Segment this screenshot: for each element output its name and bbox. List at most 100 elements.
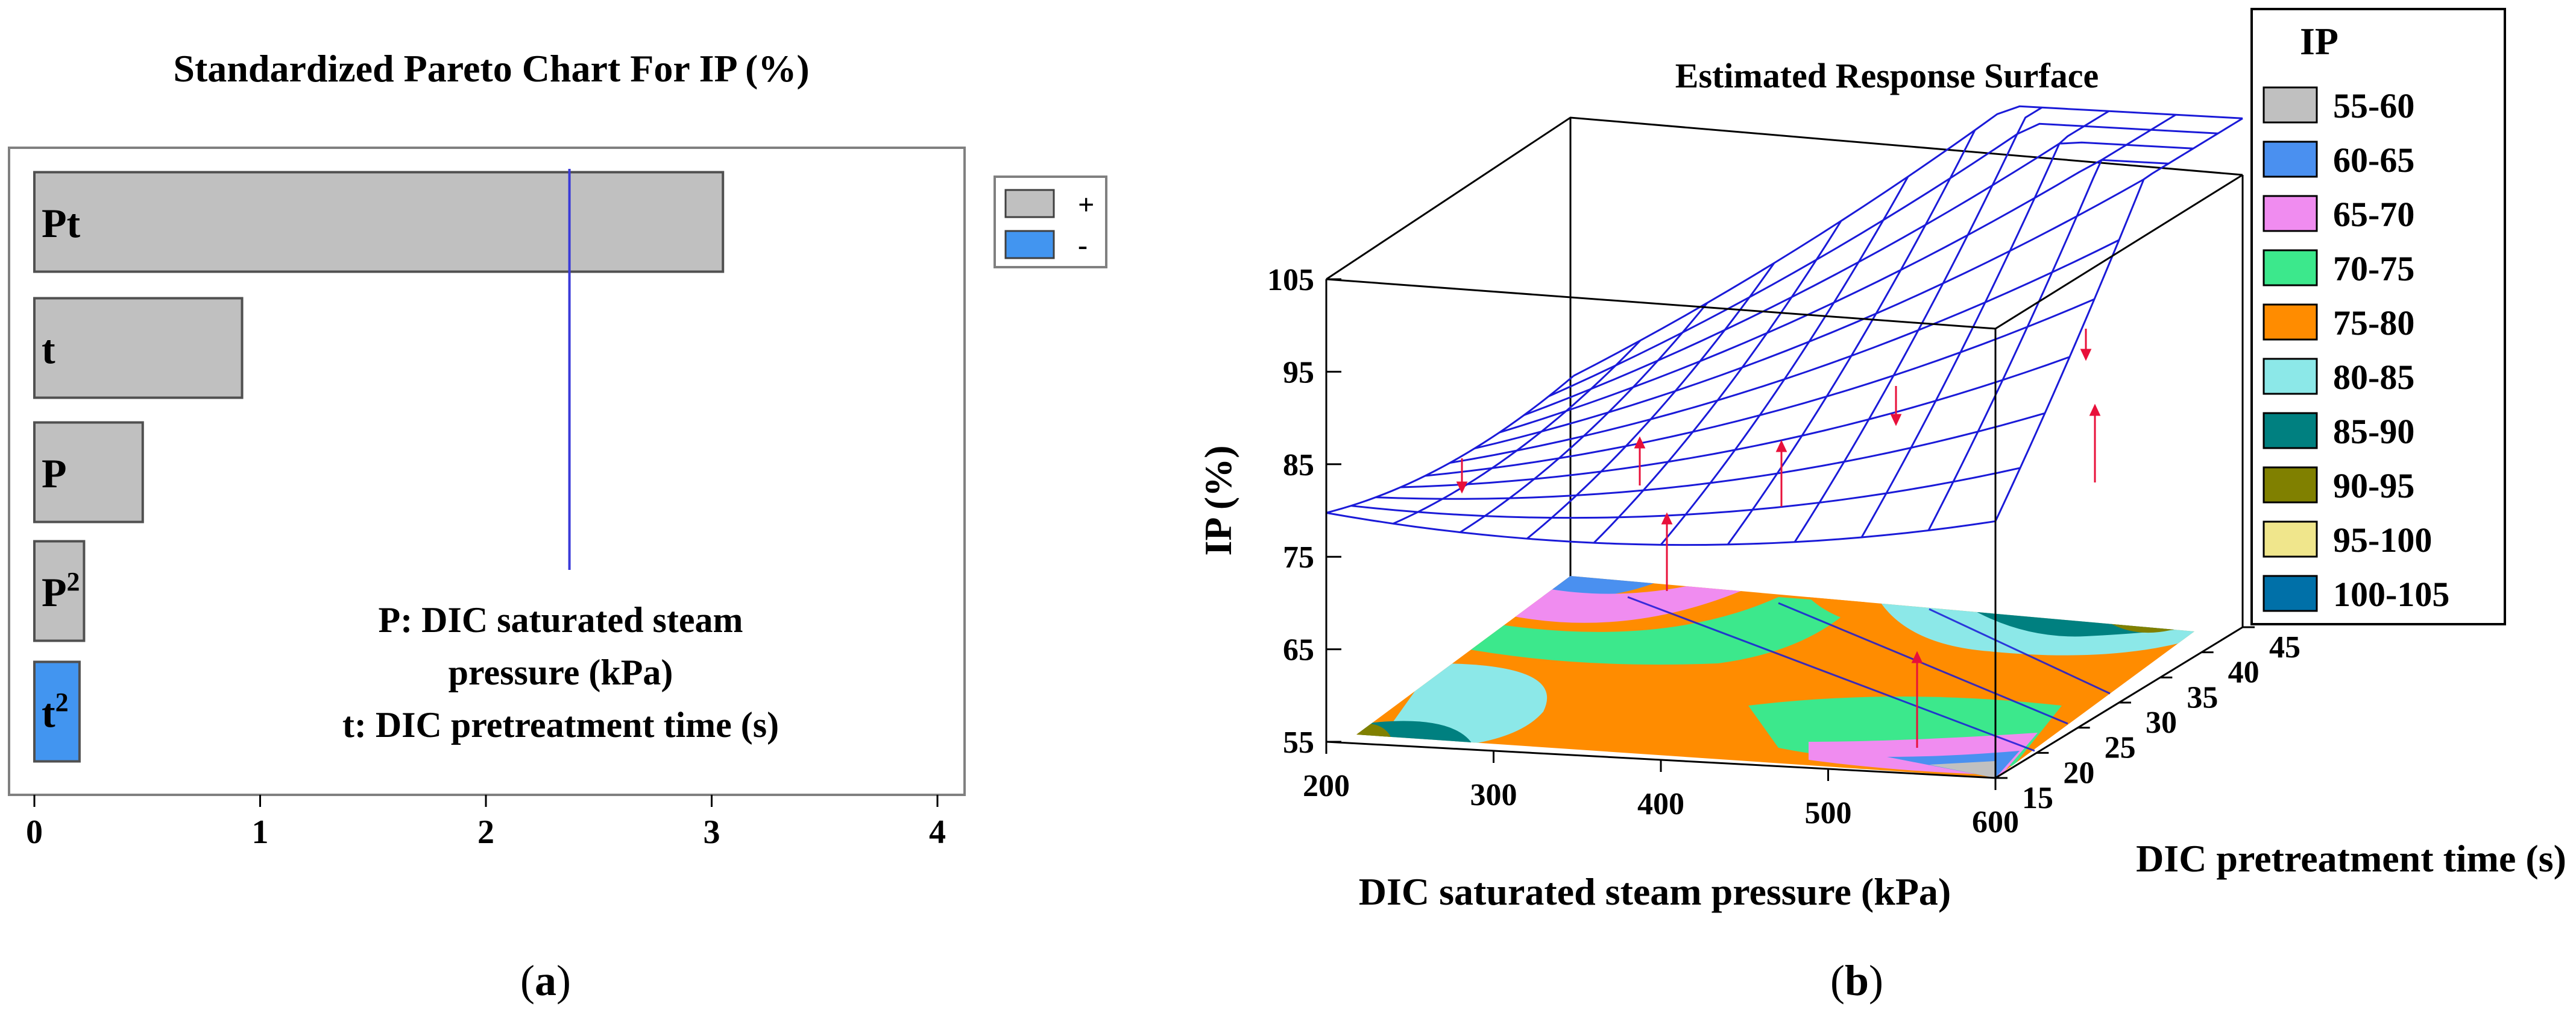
bar-label-2: t	[42, 326, 55, 372]
surface-legend-items: 55-60 60-65 65-70 70-75 75-80 80-85 85-90 90-95…	[2263, 86, 2449, 614]
obs-6	[2089, 403, 2101, 482]
bar-label-4: P2	[42, 567, 80, 615]
z-tick-label-105: 105	[1267, 263, 1314, 297]
pareto-chart: Standardized Pareto Chart For IP (%) Ptt…	[8, 47, 1107, 1005]
wire-u-9	[1927, 114, 2176, 531]
wire-v-8	[1523, 141, 2194, 416]
wire-v-0	[1326, 511, 1996, 546]
bar-label-base-4: P	[42, 569, 67, 615]
response-surface-chart: Estimated Response Surface	[1197, 8, 2566, 1005]
pareto-title: Standardized Pareto Chart For IP (%)	[173, 47, 809, 90]
wire-u-10	[1994, 118, 2243, 522]
bar-label-superscript-5: 2	[55, 688, 69, 717]
legend-label-95-100: 95-100	[2333, 520, 2432, 560]
x-tick-label-200: 200	[1303, 769, 1350, 803]
z-tick-label-85: 85	[1283, 448, 1314, 482]
legend-label-90-95: 90-95	[2333, 466, 2414, 505]
bar-label-base-1: Pt	[42, 200, 81, 246]
x-axis: 200 300 400 500 600	[1303, 742, 2019, 839]
surface-legend: IP 55-60 60-65 65-70 70-75 75-80 80-85 85-90 90…	[2250, 8, 2506, 625]
legend-swatch-positive	[1004, 189, 1055, 218]
legend-swatch-95-100	[2263, 520, 2318, 558]
pareto-bars	[33, 171, 725, 763]
box-back-edges	[1326, 116, 2243, 615]
legend-swatch-negative	[1004, 230, 1055, 259]
y-tick-label-20: 20	[2063, 756, 2094, 790]
legend-label-negative: -	[1078, 229, 1088, 261]
annotation-line-3: t: DIC pretreatment time (s)	[342, 705, 779, 745]
x-tick-label-500: 500	[1805, 796, 1852, 830]
y-tick-label-15: 15	[2022, 781, 2053, 815]
bar-label-3: P	[42, 450, 67, 496]
legend-label-65-70: 65-70	[2333, 195, 2414, 234]
x-tick-label-2: 2	[477, 814, 494, 851]
legend-label-75-80: 75-80	[2333, 303, 2414, 343]
y-tick-label-35: 35	[2187, 680, 2218, 715]
bar-label-base-2: t	[42, 326, 55, 372]
panel-letter-a: a	[535, 956, 556, 1005]
surface-legend-title: IP	[2300, 20, 2338, 63]
legend-swatch-70-75	[2263, 249, 2318, 286]
wire-v-7	[1499, 159, 2169, 434]
z-tick-label-75: 75	[1283, 540, 1314, 575]
annotation-line-1: P: DIC saturated steam	[379, 600, 743, 640]
legend-swatch-80-85	[2263, 358, 2318, 395]
bar-4	[33, 540, 86, 642]
wire-u-4	[1593, 220, 1842, 544]
contour-band-55-60-front	[1929, 761, 1995, 778]
pareto-annotation: P: DIC saturated steam pressure (kPa) t:…	[342, 600, 779, 745]
bar-1	[33, 171, 725, 273]
wire-u-8	[1860, 110, 2109, 538]
y-tick-label-30: 30	[2146, 706, 2177, 740]
obs-4	[1890, 386, 1902, 426]
surface-wireframe	[1326, 105, 2243, 546]
wire-v-6	[1474, 179, 2144, 450]
legend-swatch-75-80	[2263, 303, 2318, 341]
contour-band-65-70-back	[1507, 579, 1748, 623]
y-tick-label-25: 25	[2105, 731, 2136, 765]
obs-3	[1775, 440, 1787, 507]
wire-u-5	[1660, 176, 1909, 546]
bar-5	[33, 660, 81, 763]
surface-title: Estimated Response Surface	[1675, 56, 2099, 95]
wire-u-6	[1727, 130, 1976, 545]
bar-label-base-5: t	[42, 690, 55, 736]
obs-1	[1456, 458, 1468, 494]
bar-label-5: t2	[42, 688, 69, 736]
x-tick-label-600: 600	[1972, 805, 2019, 839]
legend-swatch-85-90	[2263, 412, 2318, 449]
wire-u-0	[1326, 375, 1574, 514]
x-tick-label-3: 3	[704, 814, 720, 851]
panel-letter-b: b	[1845, 956, 1869, 1005]
annotation-line-2: pressure (kPa)	[449, 653, 673, 692]
legend-swatch-60-65	[2263, 141, 2318, 178]
z-tick-label-55: 55	[1283, 725, 1314, 760]
y-axis: 15 20 25 30 35 40 45	[1995, 626, 2300, 815]
legend-label-positive: +	[1078, 189, 1094, 221]
observation-markers	[1456, 329, 2101, 748]
x-tick-label-300: 300	[1470, 778, 1517, 812]
bar-label-superscript-4: 2	[67, 567, 80, 596]
contour-band-60-65-back	[1543, 576, 1688, 598]
contour-floor	[1356, 576, 2194, 778]
wire-v-10	[1573, 105, 2243, 377]
obs-7	[1661, 512, 1673, 591]
x-axis-label: DIC saturated steam pressure (kPa)	[1359, 870, 1951, 913]
obs-8	[1911, 651, 1923, 748]
obs-2	[1634, 436, 1646, 485]
z-tick-label-95: 95	[1283, 355, 1314, 390]
wire-u-7	[1793, 107, 2042, 543]
bar-2	[33, 297, 244, 399]
x-tick-label-1: 1	[252, 814, 269, 851]
legend-label-100-105: 100-105	[2333, 575, 2449, 614]
legend-label-85-90: 85-90	[2333, 412, 2414, 451]
y-tick-label-45: 45	[2269, 630, 2300, 665]
z-axis-label: IP (%)	[1197, 445, 1239, 555]
obs-5	[2080, 329, 2092, 361]
contour-band-75-80-patch	[1809, 594, 1917, 633]
legend-swatch-100-105	[2263, 575, 2318, 612]
y-tick-label-40: 40	[2228, 656, 2260, 690]
z-tick-label-65: 65	[1283, 633, 1314, 668]
